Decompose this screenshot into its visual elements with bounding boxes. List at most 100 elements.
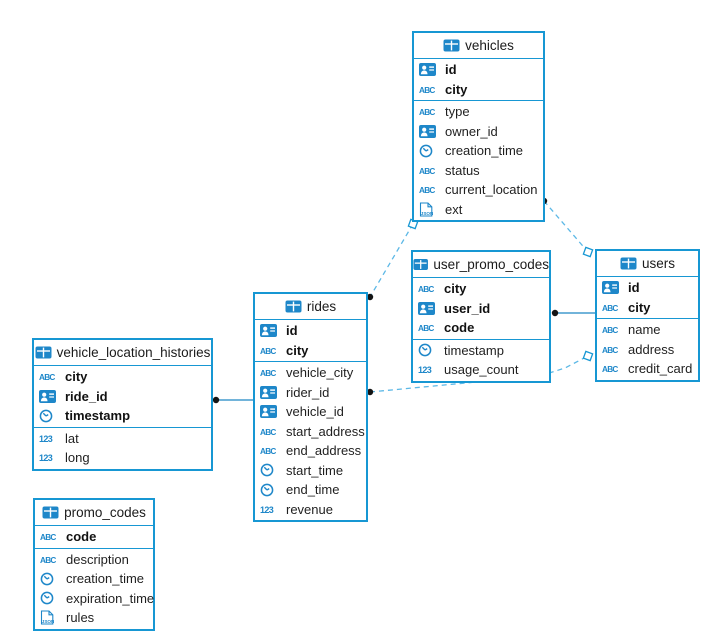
field-row-user_id[interactable]: user_id	[413, 299, 549, 319]
field-row-city[interactable]: ABC city	[414, 80, 543, 100]
field-row-rules[interactable]: JSON rules	[35, 608, 153, 628]
svg-text:ABC: ABC	[260, 428, 276, 437]
json-document-icon: JSON	[40, 610, 61, 625]
svg-text:JSON: JSON	[42, 619, 54, 624]
table-name: rides	[306, 299, 337, 314]
field-row-name[interactable]: ABC name	[597, 320, 698, 340]
field-name: city	[444, 281, 467, 297]
field-name: city	[628, 299, 651, 315]
field-row-id[interactable]: id	[414, 60, 543, 80]
table-header[interactable]: users	[597, 251, 698, 277]
fields-section: 123 lat 123 long	[34, 428, 211, 469]
svg-text:ABC: ABC	[602, 346, 618, 355]
abc-icon: ABC	[260, 445, 281, 456]
abc-icon: ABC	[419, 184, 440, 195]
field-row-creation_time[interactable]: creation_time	[35, 569, 153, 589]
field-row-usage_count[interactable]: 123 usage_count	[413, 360, 549, 380]
field-row-city[interactable]: ABC city	[597, 298, 698, 318]
table-icon	[285, 300, 302, 313]
fields-section: timestamp 123 usage_count	[413, 340, 549, 381]
clock-icon	[260, 483, 281, 497]
connection-square-marker	[582, 246, 594, 258]
field-row-vehicle_id[interactable]: vehicle_id	[255, 402, 366, 422]
abc-icon: ABC	[418, 283, 439, 294]
field-row-description[interactable]: ABC description	[35, 550, 153, 570]
field-name: end_address	[286, 443, 362, 459]
field-row-end_time[interactable]: end_time	[255, 480, 366, 500]
table-header[interactable]: vehicles	[414, 33, 543, 59]
field-name: credit_card	[628, 361, 693, 377]
field-name: creation_time	[66, 571, 145, 587]
primary-key-section: id ABC city	[255, 320, 366, 362]
field-row-address[interactable]: ABC address	[597, 340, 698, 360]
primary-key-section: ABC city ride_id timestamp	[34, 366, 211, 428]
table-header[interactable]: promo_codes	[35, 500, 153, 526]
field-row-city[interactable]: ABC city	[413, 279, 549, 299]
fields-section: ABC type owner_id creation_time ABC status ABC…	[414, 101, 543, 220]
connection-square-marker	[582, 350, 594, 362]
abc-icon: ABC	[602, 324, 623, 335]
svg-text:ABC: ABC	[419, 167, 435, 176]
field-row-start_time[interactable]: start_time	[255, 461, 366, 481]
field-row-end_address[interactable]: ABC end_address	[255, 441, 366, 461]
field-name: type	[445, 104, 470, 120]
field-row-status[interactable]: ABC status	[414, 161, 543, 181]
table-vehicle_location_histories[interactable]: vehicle_location_histories ABC city ride_id…	[32, 338, 213, 471]
connection-vehicles-rides	[369, 223, 414, 298]
table-header[interactable]: user_promo_codes	[413, 252, 549, 278]
field-row-ride_id[interactable]: ride_id	[34, 387, 211, 407]
field-name: ext	[445, 201, 463, 217]
field-row-rider_id[interactable]: rider_id	[255, 383, 366, 403]
field-row-city[interactable]: ABC city	[255, 341, 366, 361]
table-users[interactable]: users id ABC city ABC name ABC address ABC credit…	[595, 249, 700, 382]
field-row-lat[interactable]: 123 lat	[34, 429, 211, 449]
abc-icon: ABC	[40, 531, 61, 542]
connection-vehicles-users	[543, 200, 589, 253]
field-name: long	[65, 450, 90, 466]
123-icon: 123	[39, 433, 60, 444]
svg-text:ABC: ABC	[419, 186, 435, 195]
field-row-vehicle_city[interactable]: ABC vehicle_city	[255, 363, 366, 383]
table-icon	[413, 258, 428, 271]
field-row-current_location[interactable]: ABC current_location	[414, 180, 543, 200]
field-row-creation_time[interactable]: creation_time	[414, 141, 543, 161]
field-name: end_time	[286, 482, 340, 498]
table-rides[interactable]: rides id ABC city ABC vehicle_city rider_id veh…	[253, 292, 368, 522]
field-name: id	[286, 323, 298, 339]
field-row-id[interactable]: id	[597, 278, 698, 298]
abc-icon: ABC	[40, 554, 61, 565]
field-row-owner_id[interactable]: owner_id	[414, 122, 543, 142]
field-row-timestamp[interactable]: timestamp	[413, 341, 549, 361]
field-row-ext[interactable]: JSON ext	[414, 200, 543, 220]
field-row-type[interactable]: ABC type	[414, 102, 543, 122]
field-row-start_address[interactable]: ABC start_address	[255, 422, 366, 442]
field-name: ride_id	[65, 388, 108, 404]
field-row-revenue[interactable]: 123 revenue	[255, 500, 366, 520]
field-name: name	[628, 322, 661, 338]
field-row-timestamp[interactable]: timestamp	[34, 406, 211, 426]
123-icon: 123	[418, 364, 439, 375]
primary-key-section: id ABC city	[597, 277, 698, 319]
field-row-long[interactable]: 123 long	[34, 448, 211, 468]
field-row-id[interactable]: id	[255, 321, 366, 341]
table-header[interactable]: rides	[255, 294, 366, 320]
field-row-code[interactable]: ABC code	[35, 527, 153, 547]
id-badge-icon	[260, 405, 281, 419]
svg-text:ABC: ABC	[418, 324, 434, 333]
field-row-code[interactable]: ABC code	[413, 318, 549, 338]
field-name: status	[445, 162, 480, 178]
abc-icon: ABC	[260, 367, 281, 378]
connection-dot-marker	[212, 396, 220, 404]
id-badge-icon	[39, 389, 60, 403]
field-name: expiration_time	[66, 590, 155, 606]
table-user_promo_codes[interactable]: user_promo_codes ABC city user_id ABC code tim…	[411, 250, 551, 383]
table-promo_codes[interactable]: promo_codes ABC code ABC description creation…	[33, 498, 155, 631]
table-vehicles[interactable]: vehicles id ABC city ABC type owner_id creation…	[412, 31, 545, 222]
field-row-expiration_time[interactable]: expiration_time	[35, 589, 155, 609]
svg-text:JSON: JSON	[421, 211, 433, 216]
table-header[interactable]: vehicle_location_histories	[34, 340, 211, 366]
field-name: city	[445, 81, 468, 97]
field-row-city[interactable]: ABC city	[34, 367, 211, 387]
field-row-credit_card[interactable]: ABC credit_card	[597, 359, 698, 379]
